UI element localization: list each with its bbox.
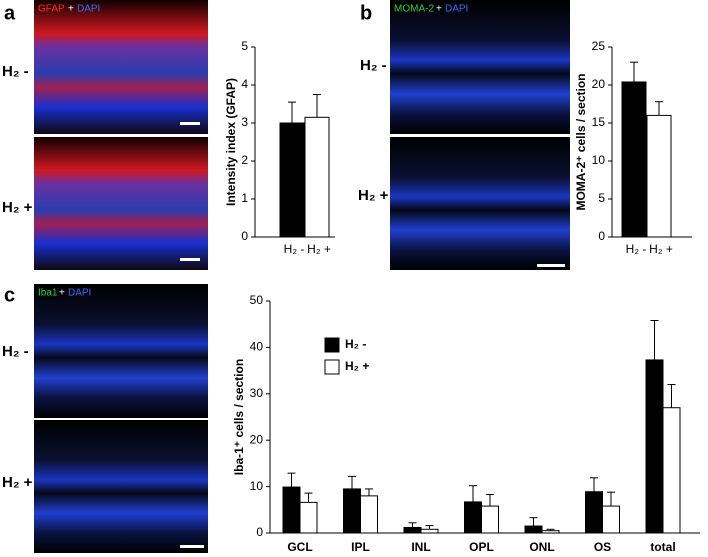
stain: DAPI (68, 288, 91, 299)
x-tick-label: GCL (287, 540, 312, 554)
micrograph (34, 420, 208, 553)
micrograph (34, 284, 208, 418)
y-axis-label: Intensity index (GFAP) (224, 78, 238, 206)
bar (662, 407, 681, 534)
y-tick-label: 4 (241, 77, 248, 91)
y-tick-label: 0 (598, 229, 605, 243)
bar (646, 114, 672, 238)
scale-bar (180, 545, 204, 548)
x-tick-label: INL (411, 540, 430, 554)
y-tick-label: 10 (592, 153, 606, 167)
stain: DAPI (77, 4, 100, 15)
scale-bar (180, 258, 200, 261)
stain-plus: + (59, 288, 65, 299)
image-label: H₂ + (2, 474, 33, 491)
y-tick-label: 5 (241, 39, 248, 53)
y-tick-label: 0 (256, 525, 263, 539)
y-tick-label: 15 (592, 115, 606, 129)
bar (524, 525, 543, 534)
y-tick-label: 5 (598, 191, 605, 205)
panel-letter: c (4, 284, 15, 306)
image-label: H₂ + (2, 199, 33, 216)
y-tick-label: 25 (592, 39, 606, 53)
bar (481, 505, 499, 534)
bar (585, 491, 603, 534)
micrograph (34, 0, 208, 134)
y-axis-label: Iba-1⁺ cells / section (232, 359, 246, 475)
bar (282, 486, 301, 534)
y-tick-label: 10 (250, 479, 264, 493)
x-tick-label: OS (594, 540, 611, 554)
stain: Iba1 (38, 288, 58, 299)
bar (541, 530, 560, 534)
y-axis-label: MOMA-2⁺ cells / section (574, 73, 588, 210)
y-tick-label: 20 (250, 432, 264, 446)
x-tick-label: total (650, 540, 675, 554)
micrograph (390, 0, 570, 134)
bar (621, 81, 647, 238)
panel-letter: a (4, 2, 16, 24)
panel-letter: b (360, 2, 372, 24)
x-tick-label: H₂ + (649, 242, 673, 256)
stain-plus: + (436, 4, 442, 15)
stain-plus: + (68, 4, 74, 15)
legend-swatch (324, 337, 340, 353)
y-tick-label: 1 (241, 191, 248, 205)
y-tick-label: 3 (241, 115, 248, 129)
stain: MOMA-2 (394, 4, 434, 15)
y-tick-label: 30 (250, 386, 264, 400)
images (34, 0, 570, 553)
bar (304, 116, 330, 238)
bar (343, 488, 361, 534)
y-tick-label: 20 (592, 77, 606, 91)
micrograph (390, 137, 570, 270)
stain: GFAP (38, 4, 65, 15)
bar (645, 359, 664, 534)
legend-swatch (324, 359, 340, 375)
x-tick-label: ONL (529, 540, 554, 554)
image-label: H₂ + (358, 187, 389, 204)
stain: DAPI (445, 4, 468, 15)
legend-label: H₂ + (345, 359, 369, 373)
image-label: H₂ - (360, 57, 387, 74)
micrograph (34, 137, 208, 270)
bar (299, 501, 318, 534)
bar (420, 528, 439, 534)
bar (360, 495, 378, 534)
y-tick-label: 2 (241, 153, 248, 167)
x-tick-label: H₂ + (307, 242, 331, 256)
image-label: H₂ - (2, 63, 29, 80)
bar (602, 505, 620, 534)
scale-bar (537, 264, 565, 267)
bar (464, 501, 482, 534)
bar (279, 122, 305, 238)
bar (403, 526, 422, 534)
y-tick-label: 40 (250, 340, 264, 354)
x-tick-label: OPL (469, 540, 494, 554)
scale-bar (180, 122, 200, 125)
y-tick-label: 0 (241, 229, 248, 243)
x-tick-label: H₂ - (284, 242, 305, 256)
y-tick-label: 50 (250, 293, 264, 307)
x-tick-label: IPL (351, 540, 370, 554)
x-tick-label: H₂ - (626, 242, 647, 256)
image-label: H₂ - (2, 343, 29, 360)
legend-label: H₂ - (345, 337, 366, 351)
